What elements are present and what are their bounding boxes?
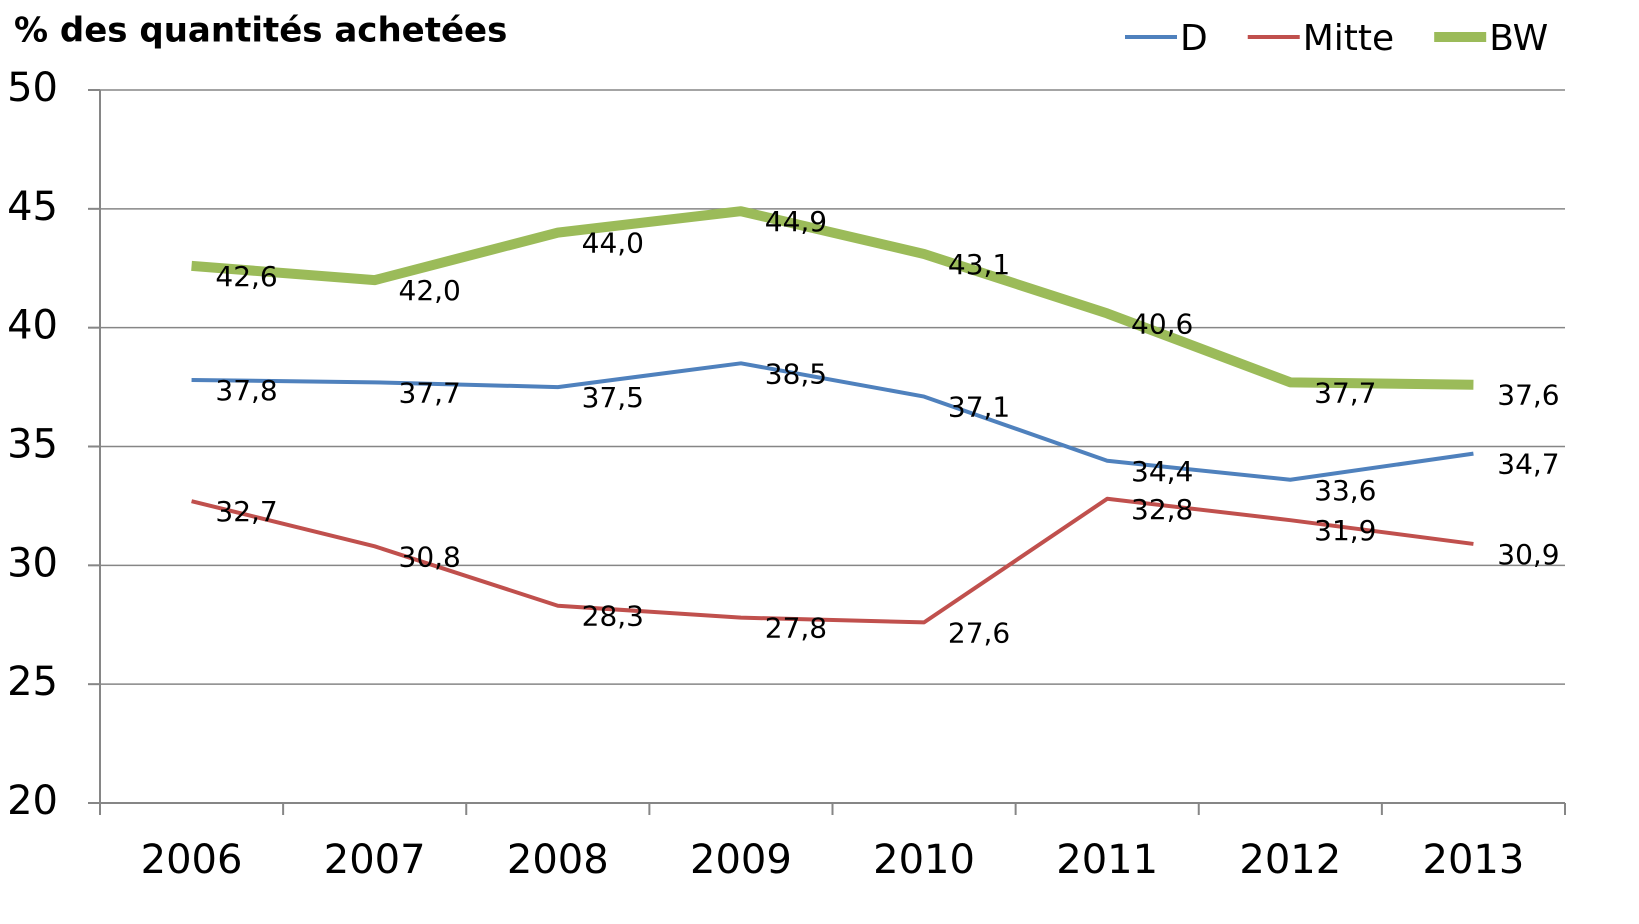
y-tick-label: 45 bbox=[7, 184, 58, 230]
data-label: 43,1 bbox=[948, 248, 1010, 281]
data-label: 34,4 bbox=[1131, 455, 1193, 488]
data-label: 32,7 bbox=[215, 495, 277, 528]
data-label: 34,7 bbox=[1497, 448, 1559, 481]
chart-title: % des quantités achetées bbox=[14, 11, 507, 51]
y-tick-label: 50 bbox=[7, 65, 58, 111]
data-label: 42,6 bbox=[215, 260, 277, 293]
data-label: 42,0 bbox=[399, 274, 461, 307]
data-label: 28,3 bbox=[582, 600, 644, 633]
data-label: 30,9 bbox=[1497, 538, 1559, 571]
data-label: 37,6 bbox=[1497, 379, 1559, 412]
legend-label: D bbox=[1180, 18, 1208, 59]
data-label: 44,0 bbox=[582, 227, 644, 260]
data-label: 37,7 bbox=[399, 376, 461, 409]
data-label: 31,9 bbox=[1314, 514, 1376, 547]
x-tick-label: 2007 bbox=[324, 837, 426, 883]
series-line bbox=[191, 496, 1474, 625]
data-label: 27,6 bbox=[948, 616, 1010, 649]
data-label: 40,6 bbox=[1131, 307, 1193, 340]
data-label: 32,8 bbox=[1131, 493, 1193, 526]
data-label: 27,8 bbox=[765, 612, 827, 645]
x-tick-label: 2012 bbox=[1239, 837, 1341, 883]
data-label: 37,8 bbox=[215, 374, 277, 407]
x-tick-label: 2006 bbox=[141, 837, 243, 883]
y-tick-label: 25 bbox=[7, 659, 58, 705]
data-label: 33,6 bbox=[1314, 474, 1376, 507]
x-tick-label: 2008 bbox=[507, 837, 609, 883]
data-label: 44,9 bbox=[765, 205, 827, 238]
data-label: 38,5 bbox=[765, 357, 827, 390]
y-tick-label: 30 bbox=[7, 540, 58, 586]
y-tick-label: 40 bbox=[7, 303, 58, 349]
y-tick-label: 20 bbox=[7, 778, 58, 824]
series-line bbox=[191, 361, 1474, 482]
data-label: 30,8 bbox=[399, 540, 461, 573]
data-label: 37,5 bbox=[582, 381, 644, 414]
legend-label: Mitte bbox=[1303, 18, 1394, 59]
legend-label: BW bbox=[1489, 18, 1548, 59]
series-line bbox=[191, 206, 1474, 390]
x-tick-label: 2009 bbox=[690, 837, 792, 883]
data-label: 37,1 bbox=[948, 391, 1010, 424]
x-tick-label: 2010 bbox=[873, 837, 975, 883]
data-label: 37,7 bbox=[1314, 376, 1376, 409]
x-tick-label: 2013 bbox=[1423, 837, 1525, 883]
x-tick-label: 2011 bbox=[1056, 837, 1158, 883]
y-tick-label: 35 bbox=[7, 422, 58, 468]
